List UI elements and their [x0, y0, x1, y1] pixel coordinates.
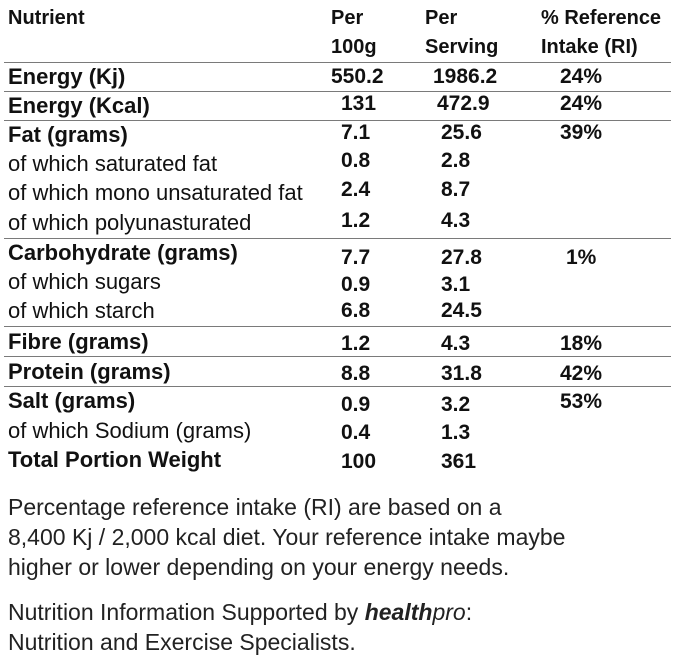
row-ri-energy-kcal: 24%	[560, 92, 603, 115]
row-label-fat: Fat (grams)	[8, 122, 128, 147]
brand-health: health	[364, 599, 433, 625]
row-serving-mono-fat: 8.7	[441, 178, 471, 201]
footnote-line-2: 8,400 Kj / 2,000 kcal diet. Your referen…	[8, 524, 566, 550]
row-ri-carbohydrate: 1%	[566, 246, 597, 269]
row-serving-poly-fat: 4.3	[441, 209, 471, 232]
row-per100-saturated-fat: 0.8	[341, 149, 371, 172]
header-perserving-line2: Serving	[425, 36, 499, 58]
row-per100-mono-fat: 2.4	[341, 178, 371, 201]
row-label-saturated-fat: of which saturated fat	[8, 151, 218, 176]
credit-line-2: Nutrition and Exercise Specialists.	[8, 629, 356, 655]
header-nutrient: Nutrient	[8, 7, 85, 29]
row-per100-protein: 8.8	[341, 362, 371, 385]
row-per100-carbohydrate: 7.7	[341, 246, 371, 269]
header-ri-line2: Intake (RI)	[541, 36, 638, 58]
row-serving-saturated-fat: 2.8	[441, 149, 471, 172]
row-serving-starch: 24.5	[441, 299, 482, 322]
row-serving-fat: 25.6	[441, 121, 482, 144]
row-per100-starch: 6.8	[341, 299, 371, 322]
row-per100-fibre: 1.2	[341, 332, 371, 355]
footnote-line-1: Percentage reference intake (RI) are bas…	[8, 494, 502, 520]
rule-fibre	[4, 356, 671, 357]
row-label-energy-kcal: Energy (Kcal)	[8, 93, 150, 118]
header-per100-line2: 100g	[331, 36, 377, 58]
row-ri-energy-kj: 24%	[560, 65, 603, 88]
credit-prefix: Nutrition Information Supported by	[8, 599, 365, 625]
row-per100-sodium: 0.4	[341, 421, 371, 444]
row-per100-energy-kj: 550.2	[331, 65, 384, 88]
row-label-total-weight: Total Portion Weight	[8, 447, 222, 472]
rule-energy-kj	[4, 91, 671, 92]
row-per100-sugars: 0.9	[341, 273, 371, 296]
row-serving-fibre: 4.3	[441, 332, 471, 355]
row-per100-salt: 0.9	[341, 393, 371, 416]
row-label-energy-kj: Energy (Kj)	[8, 64, 126, 89]
row-serving-sugars: 3.1	[441, 273, 471, 296]
row-ri-salt: 53%	[560, 390, 603, 413]
rule-energy-kcal	[4, 120, 671, 121]
row-per100-fat: 7.1	[341, 121, 371, 144]
header-per100-line1: Per	[331, 7, 364, 29]
credit-line-1: Nutrition Information Supported by healt…	[8, 598, 472, 628]
row-per100-total-weight: 100	[341, 450, 377, 473]
header-perserving-line1: Per	[425, 7, 458, 29]
row-label-mono-fat: of which mono unsaturated fat	[8, 180, 303, 205]
row-label-sodium: of which Sodium (grams)	[8, 418, 252, 443]
row-ri-fibre: 18%	[560, 332, 603, 355]
row-serving-sodium: 1.3	[441, 421, 471, 444]
credit-suffix: :	[465, 599, 473, 625]
row-label-poly-fat: of which polyunasturated	[8, 210, 252, 235]
rule-fat-group	[4, 238, 671, 239]
row-serving-protein: 31.8	[441, 362, 482, 385]
row-label-fibre: Fibre (grams)	[8, 329, 149, 354]
row-label-protein: Protein (grams)	[8, 359, 171, 384]
row-serving-salt: 3.2	[441, 393, 471, 416]
row-per100-poly-fat: 1.2	[341, 209, 371, 232]
row-serving-energy-kcal: 472.9	[437, 92, 490, 115]
row-serving-total-weight: 361	[441, 450, 477, 473]
rule-header	[4, 62, 671, 63]
row-serving-energy-kj: 1986.2	[433, 65, 498, 88]
footnote-line-3: higher or lower depending on your energy…	[8, 554, 510, 580]
rule-protein	[4, 386, 671, 387]
row-ri-fat: 39%	[560, 121, 603, 144]
row-serving-carbohydrate: 27.8	[441, 246, 482, 269]
rule-carb-group	[4, 326, 671, 327]
row-per100-energy-kcal: 131	[341, 92, 377, 115]
brand-pro: pro	[432, 599, 466, 625]
row-label-salt: Salt (grams)	[8, 388, 136, 413]
row-label-carbohydrate: Carbohydrate (grams)	[8, 240, 238, 265]
row-label-starch: of which starch	[8, 298, 155, 323]
row-label-sugars: of which sugars	[8, 269, 161, 294]
row-ri-protein: 42%	[560, 362, 603, 385]
header-ri-line1: % Reference	[541, 7, 662, 29]
